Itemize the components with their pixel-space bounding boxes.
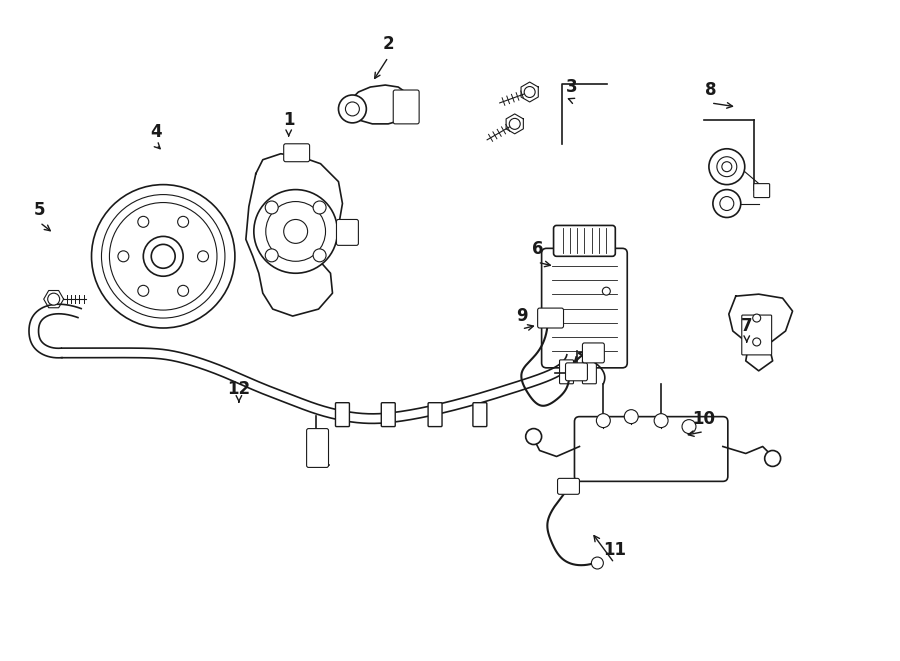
FancyBboxPatch shape bbox=[582, 360, 597, 384]
Circle shape bbox=[709, 149, 745, 184]
FancyBboxPatch shape bbox=[284, 144, 310, 162]
Circle shape bbox=[266, 201, 278, 214]
Text: 5: 5 bbox=[34, 200, 46, 219]
Circle shape bbox=[625, 410, 638, 424]
FancyBboxPatch shape bbox=[336, 403, 349, 426]
Circle shape bbox=[313, 201, 326, 214]
Circle shape bbox=[143, 237, 183, 276]
Circle shape bbox=[720, 196, 733, 210]
Polygon shape bbox=[729, 294, 793, 371]
Circle shape bbox=[752, 338, 760, 346]
Circle shape bbox=[654, 414, 668, 428]
Text: 6: 6 bbox=[532, 241, 544, 258]
Circle shape bbox=[284, 219, 308, 243]
FancyBboxPatch shape bbox=[560, 360, 573, 384]
Circle shape bbox=[177, 216, 189, 227]
Circle shape bbox=[752, 314, 760, 322]
FancyBboxPatch shape bbox=[307, 428, 328, 467]
Text: 11: 11 bbox=[603, 541, 625, 559]
Circle shape bbox=[254, 190, 338, 273]
FancyBboxPatch shape bbox=[542, 249, 627, 368]
Text: 3: 3 bbox=[566, 78, 577, 96]
FancyBboxPatch shape bbox=[554, 225, 616, 256]
Circle shape bbox=[346, 102, 359, 116]
FancyBboxPatch shape bbox=[537, 308, 563, 328]
Circle shape bbox=[110, 202, 217, 310]
FancyBboxPatch shape bbox=[428, 403, 442, 426]
Circle shape bbox=[597, 414, 610, 428]
Text: 1: 1 bbox=[283, 111, 294, 129]
Circle shape bbox=[713, 190, 741, 217]
Circle shape bbox=[118, 251, 129, 262]
Circle shape bbox=[138, 286, 148, 296]
FancyBboxPatch shape bbox=[557, 479, 580, 494]
Circle shape bbox=[92, 184, 235, 328]
Text: 8: 8 bbox=[705, 81, 716, 99]
Circle shape bbox=[266, 249, 278, 262]
Circle shape bbox=[177, 286, 189, 296]
Circle shape bbox=[338, 95, 366, 123]
Circle shape bbox=[266, 202, 326, 261]
Circle shape bbox=[509, 118, 520, 130]
Circle shape bbox=[722, 162, 732, 172]
Text: 2: 2 bbox=[382, 35, 394, 53]
Polygon shape bbox=[346, 85, 412, 124]
FancyBboxPatch shape bbox=[337, 219, 358, 245]
Polygon shape bbox=[246, 154, 343, 316]
Text: 4: 4 bbox=[150, 123, 162, 141]
Circle shape bbox=[682, 420, 696, 434]
FancyBboxPatch shape bbox=[393, 90, 419, 124]
FancyBboxPatch shape bbox=[574, 416, 728, 481]
Circle shape bbox=[138, 216, 148, 227]
Circle shape bbox=[524, 87, 536, 97]
Text: 12: 12 bbox=[228, 380, 250, 398]
FancyBboxPatch shape bbox=[742, 315, 771, 355]
Circle shape bbox=[602, 287, 610, 295]
Circle shape bbox=[526, 428, 542, 444]
Circle shape bbox=[48, 293, 59, 305]
FancyBboxPatch shape bbox=[472, 403, 487, 426]
Circle shape bbox=[765, 451, 780, 467]
Polygon shape bbox=[521, 82, 538, 102]
FancyBboxPatch shape bbox=[582, 343, 604, 363]
Circle shape bbox=[102, 194, 225, 318]
Polygon shape bbox=[506, 114, 524, 134]
Circle shape bbox=[591, 557, 603, 569]
Circle shape bbox=[313, 249, 326, 262]
FancyBboxPatch shape bbox=[753, 184, 770, 198]
Circle shape bbox=[198, 251, 209, 262]
Circle shape bbox=[151, 245, 176, 268]
Text: 10: 10 bbox=[692, 410, 716, 428]
FancyBboxPatch shape bbox=[382, 403, 395, 426]
Text: 7: 7 bbox=[741, 317, 752, 335]
FancyBboxPatch shape bbox=[565, 363, 588, 381]
Text: 9: 9 bbox=[516, 307, 527, 325]
Circle shape bbox=[717, 157, 737, 176]
